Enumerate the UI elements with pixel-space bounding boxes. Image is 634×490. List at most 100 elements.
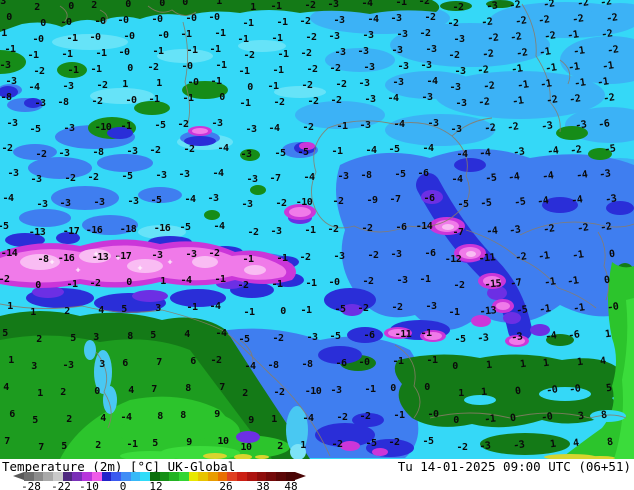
temp-value: 0	[159, 0, 165, 9]
temp-value: -4	[422, 143, 434, 154]
temp-value: -1	[180, 29, 192, 40]
temp-value: -1	[395, 0, 407, 8]
temp-value: -2	[329, 63, 341, 74]
temp-value: 1	[300, 440, 306, 451]
temp-value: -3	[6, 118, 18, 129]
temp-value: -1	[305, 278, 317, 289]
temp-value: -1	[182, 93, 194, 104]
temp-value: 4	[184, 329, 190, 340]
colorbar-segment	[217, 472, 228, 481]
temp-value: -2	[335, 79, 347, 90]
temp-value: 0	[452, 361, 458, 372]
temp-value: -2	[602, 92, 616, 105]
temp-value: -5	[422, 436, 434, 447]
temp-value: -2	[367, 250, 379, 261]
temp-value: -5	[334, 304, 346, 315]
colorbar	[24, 472, 296, 481]
temp-value: -1	[214, 274, 226, 285]
temp-value: -16	[57, 253, 75, 264]
temp-value: 10	[217, 436, 229, 447]
temp-value: -1	[300, 305, 312, 316]
temp-value: -10	[295, 197, 313, 208]
temp-value: -1	[304, 225, 316, 236]
temp-value: 5	[32, 415, 38, 426]
colorbar-tick-labels: -28 -22 -10 0 12 26 38 48	[0, 480, 634, 490]
temp-value: -2	[357, 303, 369, 314]
colorbar-segment	[227, 472, 238, 481]
colorbar-tick: 38	[256, 480, 270, 490]
temp-value: 1	[30, 307, 36, 318]
colorbar-segment	[140, 472, 150, 481]
temp-value: -2	[330, 95, 342, 106]
temp-value: 1	[542, 357, 550, 370]
colorbar-segment	[24, 472, 34, 481]
temp-value: -2	[515, 47, 529, 60]
temp-value: -3	[425, 44, 437, 55]
temp-value: -3	[178, 169, 190, 180]
temp-value: -3	[211, 118, 223, 129]
temp-value: -1	[572, 45, 586, 58]
temp-value: -6	[597, 118, 611, 131]
temp-value: -4	[302, 413, 314, 424]
colorbar-tick: 26	[219, 480, 233, 490]
temp-value: -0	[328, 277, 340, 288]
temp-value: -1	[336, 121, 348, 132]
temp-value: -3	[420, 60, 432, 71]
peak-mark-icon: +	[137, 263, 143, 273]
temp-value: -3	[334, 47, 346, 58]
temp-value: -4	[478, 147, 491, 160]
temp-value: -2	[605, 12, 619, 25]
temp-value: -11	[394, 329, 412, 340]
temp-value: -4	[426, 76, 438, 87]
temp-value: -4	[387, 93, 399, 104]
temp-value: -2	[299, 16, 311, 27]
temp-value: -2	[600, 28, 614, 41]
temp-value: 3	[93, 332, 99, 343]
temp-value: -3	[5, 76, 17, 87]
temp-value: -4	[456, 149, 468, 160]
temp-value: -9	[366, 195, 378, 206]
temp-value: -0	[125, 95, 137, 106]
temp-value: -3	[510, 331, 524, 344]
temp-value: -1	[566, 29, 580, 42]
temp-value: -2	[177, 119, 189, 130]
lower-danube-green	[394, 354, 623, 428]
temp-value: -1	[543, 276, 557, 289]
temp-value: -2	[247, 227, 259, 238]
temp-value: -3	[240, 149, 252, 160]
temp-value: -1	[148, 94, 160, 105]
temp-value: -3	[397, 61, 409, 72]
colorbar-segment	[82, 472, 92, 481]
temp-value: 1	[160, 276, 166, 287]
temp-value: -2	[481, 48, 494, 61]
temp-value: 1	[156, 78, 162, 89]
temp-value: -3	[453, 34, 465, 45]
temp-value: -2	[0, 274, 10, 285]
temp-value: 6	[9, 409, 15, 420]
temp-value: 0	[35, 280, 41, 291]
temp-value: -2	[388, 437, 400, 448]
temp-value: -0	[208, 12, 220, 23]
temp-value: 7	[151, 384, 157, 395]
colorbar-segment	[169, 472, 179, 481]
temp-value: 5	[152, 438, 158, 449]
temp-value: -3	[362, 30, 374, 41]
temp-value: -2	[477, 96, 490, 109]
temp-value: -2	[483, 122, 496, 135]
temp-value: -4	[365, 145, 377, 156]
temp-value: -16	[85, 225, 103, 236]
temp-value: -5	[515, 304, 529, 317]
temp-value: -2	[210, 355, 222, 366]
temp-value: -3	[185, 249, 197, 260]
temp-value: -1	[270, 1, 282, 12]
temp-value: -3	[512, 146, 526, 159]
temp-value: -1	[419, 274, 431, 285]
temp-value: 1	[604, 328, 612, 341]
temp-value: -7	[389, 194, 401, 205]
temp-value: -2	[453, 280, 465, 291]
temp-value: -2	[89, 278, 101, 289]
temp-value: 1	[480, 386, 488, 399]
temp-value: 9	[214, 409, 220, 420]
temp-value: 6	[190, 356, 196, 367]
temp-value: -4	[209, 301, 221, 312]
